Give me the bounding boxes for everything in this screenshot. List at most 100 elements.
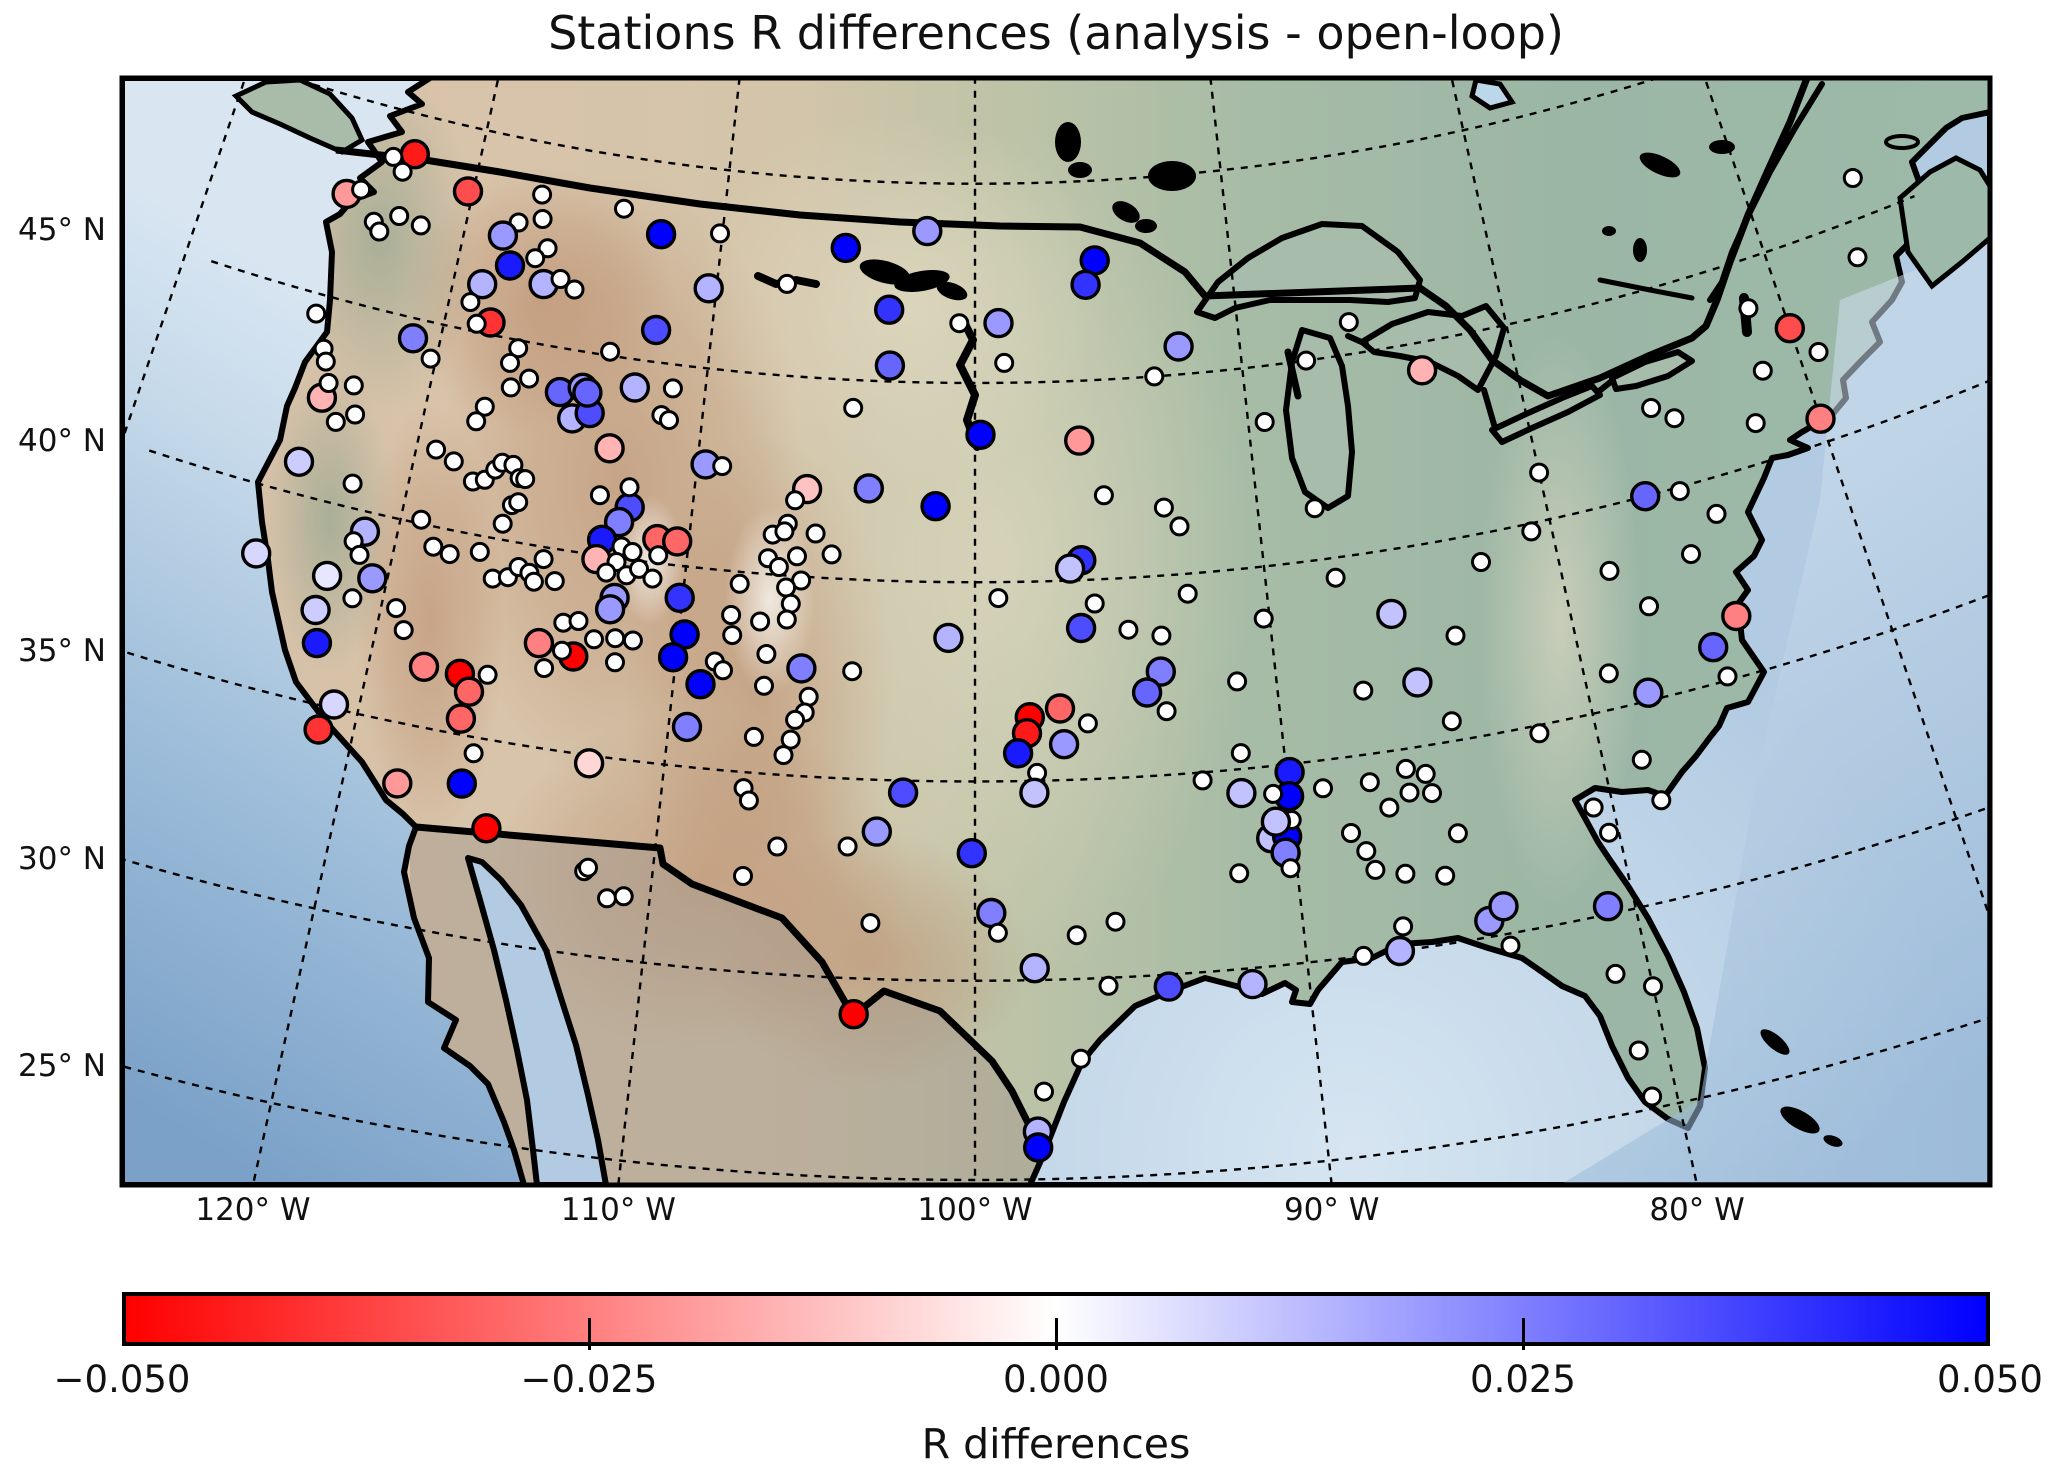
station-dot [1402,667,1433,698]
colorbar-tick-mark [1521,1318,1525,1350]
river [1595,377,1616,395]
station-dot [1048,729,1080,760]
station-dot [838,999,869,1030]
station-dot [843,397,864,418]
station-dot [1393,916,1414,937]
station-dot [949,313,970,334]
station-dot [1237,968,1268,1000]
station-dot [301,627,333,659]
station-dot [1063,425,1095,456]
station-dot [1633,677,1664,708]
x-tick-label: 80° W [1649,1192,1745,1228]
lake-michigan [1283,327,1355,511]
station-dot [487,220,519,251]
station-dot [1592,891,1624,922]
station-dot [743,726,764,747]
station-dot [619,372,650,403]
station-dot [1598,663,1619,684]
station-dot [1260,806,1292,837]
station-dot [1441,711,1462,732]
station-dot [776,609,797,630]
station-dot [1605,963,1626,984]
station-dot [861,816,892,847]
station-dot [1226,777,1257,809]
station-dot [572,377,603,408]
station-dot [1254,412,1275,432]
station-dot [605,628,626,649]
river [1481,387,1498,431]
station-dot [1296,350,1317,371]
border-us-mexico [415,823,1046,1160]
water-body [1112,201,1140,223]
station-dot [1019,777,1050,808]
colorbar-tick-mark [1054,1318,1058,1350]
x-tick-label: 100° W [917,1192,1033,1228]
station-dot [466,313,487,334]
station-dot [594,433,625,464]
station-dot [1664,408,1685,429]
station-dot [1628,1040,1649,1061]
border-us-canada [335,78,1811,400]
station-dot [887,777,919,808]
station-dot [477,664,498,685]
station-dot [1681,544,1701,565]
station-dot [1752,360,1773,381]
station-dot [622,630,643,651]
colorbar-tick-label: 0.000 [1003,1358,1109,1401]
station-dot [1353,680,1374,701]
station-dot [1229,863,1250,884]
station-dot [642,568,663,589]
station-dot [533,549,554,570]
station-dot [657,642,689,673]
station-dot [494,250,526,281]
station-dot [1070,269,1101,300]
station-dot [315,351,336,372]
station-dot [965,419,996,450]
map-layers [122,78,1990,1185]
station-dot [1706,503,1727,524]
meridian-80 [1450,78,1698,1181]
station-dot [1163,331,1194,362]
station-dot [508,492,529,513]
station-dot [1093,485,1114,506]
station-dot [439,544,460,565]
station-dot [1717,666,1738,687]
station-dot [1631,749,1652,770]
station-dot [515,469,536,490]
station-dot [382,768,413,799]
station-dot [410,215,431,236]
station-dot [552,640,572,661]
river [1597,277,1695,301]
station-dot [318,689,350,720]
water-body [1780,1106,1820,1134]
x-tick-label: 120° W [195,1192,311,1228]
station-dot [629,558,649,579]
station-dot [420,348,441,369]
station-dot [777,273,797,294]
station-dot [1338,312,1359,333]
station-dot [860,913,881,934]
station-dot [1395,758,1416,779]
water-body [1068,162,1092,178]
river [1345,333,1369,347]
station-dot [1227,671,1248,692]
station-dot [1153,497,1174,518]
station-dot [821,544,842,565]
station-dot [1445,625,1466,646]
parallel-45 [210,195,1915,385]
station-dot [1415,763,1436,784]
station-dot [463,743,484,764]
parallel-35 [122,593,1990,783]
station-dot [662,526,693,557]
station-dot [573,748,605,779]
vancouver-island [231,78,366,155]
station-dot [613,886,634,907]
station-dot [750,611,771,632]
station-dot [776,577,797,598]
station-dot [1169,516,1190,537]
station-dot [785,490,806,511]
stations-layer [241,138,1868,1163]
station-dot [1253,608,1274,629]
station-dot [1145,656,1177,687]
station-dot [460,292,481,313]
